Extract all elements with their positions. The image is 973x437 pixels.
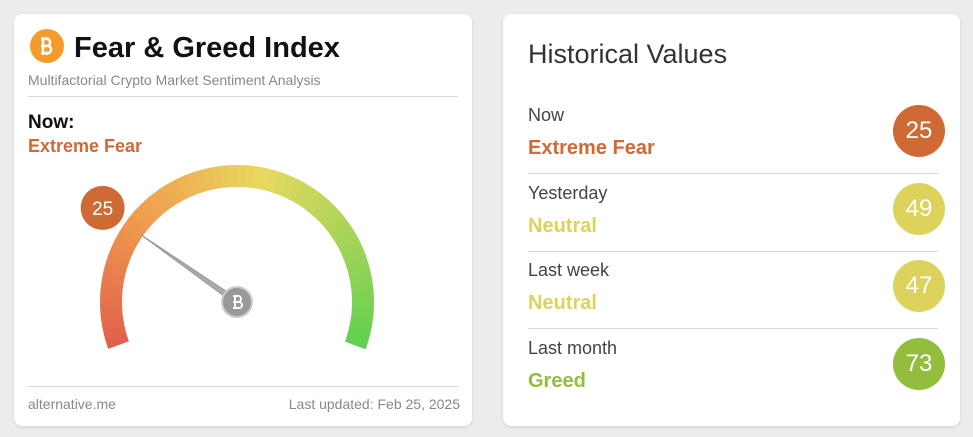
row-classification: Extreme Fear	[528, 137, 655, 159]
gauge-arc	[119, 223, 144, 243]
row-value: 73	[893, 337, 945, 390]
gauge-arc	[331, 223, 355, 243]
gauge-arc	[258, 167, 273, 191]
gauge-arc	[100, 312, 124, 324]
row-value: 47	[893, 260, 945, 312]
gauge-arc	[349, 319, 373, 333]
history-row: Now Extreme Fear 25	[528, 100, 945, 177]
gauge-arc	[210, 166, 223, 190]
history-row: Last month Greed 73	[528, 333, 945, 410]
hub-logo	[233, 295, 243, 309]
gauge-arc	[251, 166, 264, 190]
gauge-arc	[338, 238, 363, 256]
gauge-arc	[351, 305, 374, 316]
gauge-arc	[101, 319, 125, 333]
row-label: Last month	[528, 337, 618, 358]
history-card: Historical Values Now Extreme Fear 25 Yeste…	[503, 14, 960, 426]
row-value: 49	[893, 182, 945, 235]
gauge-arc	[100, 288, 123, 299]
classification: Extreme Fear	[28, 136, 143, 156]
row-classification: Neutral	[528, 292, 597, 314]
history-row: Yesterday Neutral 49	[528, 178, 945, 255]
gauge-arc	[350, 312, 374, 324]
divider	[28, 96, 458, 97]
gauge-arc	[219, 165, 231, 188]
gauge-arc	[105, 253, 130, 270]
gauge-arc	[155, 186, 175, 210]
bitcoin-logo	[30, 29, 64, 63]
source: alternative.me	[28, 396, 116, 412]
divider	[528, 250, 938, 252]
gauge-arc	[135, 203, 158, 225]
title: Fear & Greed Index	[74, 32, 340, 64]
gauge-arc	[299, 187, 320, 211]
gauge-arc	[148, 191, 169, 215]
gauge-arc	[273, 171, 289, 196]
gauge-arc	[311, 197, 333, 220]
row-classification: Greed	[528, 369, 586, 392]
divider	[28, 386, 458, 387]
gauge-arc	[344, 254, 369, 270]
gauge-arc	[316, 203, 339, 225]
gauge-arc	[169, 178, 188, 202]
gauge-arc	[350, 279, 374, 292]
gauge-arc	[244, 165, 255, 188]
gauge-arc	[185, 171, 202, 196]
gauge-arc	[326, 216, 350, 237]
gauge-arc	[100, 304, 123, 315]
now-label: Now:	[28, 112, 75, 133]
gauge-arc	[286, 178, 305, 202]
gauge-arc	[100, 279, 124, 291]
history-row: Last week Neutral 47	[528, 255, 945, 332]
gauge-arc	[103, 262, 127, 277]
row-label: Last week	[528, 260, 610, 280]
divider	[528, 173, 938, 174]
history-title: Historical Values	[528, 39, 728, 69]
fear-greed-card: 25 Fear & Greed Index Multifactorial Cry…	[14, 14, 472, 426]
gauge-arc	[344, 334, 369, 350]
gauge: 25	[30, 29, 374, 350]
gauge-arc	[342, 246, 366, 263]
gauge-arc	[349, 271, 373, 284]
row-label: Now	[528, 105, 565, 125]
gauge-arc	[347, 327, 371, 341]
gauge-arc	[305, 192, 327, 215]
gauge-arc	[293, 182, 312, 206]
row-value: 25	[893, 105, 945, 157]
gauge-arc	[202, 167, 216, 191]
gauge-arc	[124, 216, 148, 237]
value-bubble	[80, 185, 125, 230]
gauge-arc	[111, 237, 136, 256]
value-label: 25	[92, 199, 113, 220]
gauge-arc	[351, 288, 374, 299]
gauge-arc	[335, 230, 359, 250]
gauge-arc	[130, 209, 153, 231]
gauge-arc	[101, 270, 126, 284]
gauge-arc	[321, 209, 345, 231]
gauge-arc	[141, 197, 163, 220]
gauge-arc	[103, 326, 127, 341]
gauge-arc	[266, 169, 281, 193]
row-label: Yesterday	[528, 182, 608, 203]
gauge-arc	[108, 245, 133, 263]
gauge-arc	[347, 262, 371, 277]
gauge-arc	[105, 333, 129, 349]
gauge-arc	[193, 169, 209, 193]
row-classification: Neutral	[528, 214, 597, 237]
gauge-arc	[177, 174, 195, 199]
gauge-arc	[115, 230, 140, 249]
gauge-arc	[162, 182, 182, 206]
gauge-arc	[280, 174, 297, 199]
divider	[528, 328, 938, 329]
subtitle: Multifactorial Crypto Market Sentiment A…	[28, 72, 321, 88]
last-updated: Last updated: Feb 25, 2025	[288, 396, 460, 412]
